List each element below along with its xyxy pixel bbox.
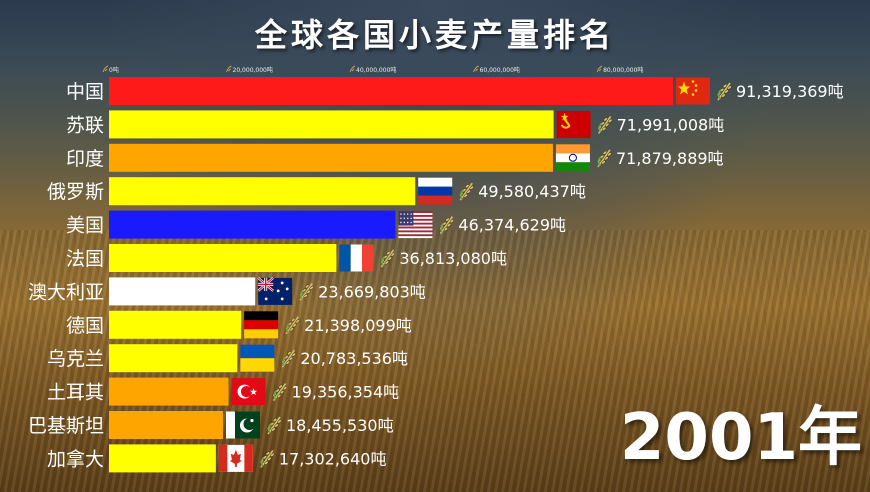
wheat-icon (285, 316, 300, 335)
value-label: 71,879,889吨 (616, 149, 724, 168)
x-tick-label: 60,000,000吨 (480, 66, 520, 74)
wheat-icon (266, 416, 282, 435)
x-tick: 40,000,000吨 (349, 65, 396, 74)
wheat-icon (716, 82, 732, 101)
bar (109, 444, 216, 473)
bar-row: 印度 71,879,889吨 (66, 143, 724, 172)
germany-flag (244, 311, 279, 339)
ussr-flag (556, 110, 591, 138)
x-tick-label: 80,000,000吨 (603, 66, 643, 74)
canada-flag (218, 444, 253, 472)
bar (109, 177, 416, 206)
wheat-icon (281, 349, 296, 368)
bar-row: 法国 36,813,080吨 (66, 244, 507, 272)
wheat-icon (459, 182, 474, 201)
bar (109, 377, 229, 406)
bar-row: 美国 46,374,629吨 (66, 210, 566, 239)
bar (109, 110, 554, 139)
bar (109, 244, 337, 272)
bar-row: 土耳其 19,356,354吨 (47, 377, 400, 406)
x-tick: 60,000,000吨 (473, 65, 520, 74)
bar-row: 澳大利亚 23,669,803吨 (28, 276, 426, 306)
bar-row: 巴基斯坦 18,455,530吨 (28, 411, 394, 439)
chart-title: 全球各国小麦产量排名 (254, 16, 615, 54)
value-label: 19,356,354吨 (292, 383, 400, 402)
australia-flag (257, 276, 293, 305)
x-tick: 80,000,000吨 (596, 65, 643, 74)
bar (109, 310, 242, 339)
category-label: 德国 (66, 315, 104, 337)
category-label: 法国 (66, 248, 104, 270)
year-label: 2001年 (619, 401, 862, 475)
bar-row: 乌克兰 20,783,536吨 (47, 344, 408, 373)
bar (109, 344, 238, 373)
bar (109, 277, 256, 306)
category-label: 加拿大 (47, 447, 104, 470)
bar-row: 苏联 71,991,008吨 (66, 110, 725, 139)
category-label: 巴基斯坦 (28, 415, 104, 437)
value-label: 91,319,369吨 (736, 82, 844, 101)
bar-row: 加拿大 17,302,640吨 (47, 444, 387, 473)
category-label: 俄罗斯 (47, 181, 104, 203)
category-label: 印度 (66, 148, 104, 170)
value-label: 71,991,008吨 (617, 115, 725, 134)
india-flag (555, 144, 590, 172)
bar (109, 411, 223, 439)
category-label: 中国 (66, 81, 104, 103)
bar-row: 德国 21,398,099吨 (66, 310, 412, 339)
category-label: 乌克兰 (47, 348, 104, 370)
wheat-icon (596, 149, 612, 168)
bar (109, 210, 396, 239)
wheat-icon (259, 449, 275, 468)
usa-flag (398, 211, 433, 239)
ukraine-flag (240, 344, 275, 372)
wheat-icon (439, 216, 455, 235)
value-label: 21,398,099吨 (304, 316, 412, 335)
wheat-icon (272, 383, 288, 402)
russia-flag (418, 177, 453, 205)
x-tick-label: 0吨 (109, 66, 119, 74)
x-tick-label: 40,000,000吨 (356, 66, 396, 74)
china-flag (676, 77, 710, 105)
x-tick: 0吨 (102, 65, 119, 74)
category-label: 土耳其 (47, 382, 104, 404)
value-label: 20,783,536吨 (300, 349, 408, 368)
bar-row: 中国 91,319,369吨 (66, 77, 844, 105)
france-flag (339, 244, 374, 272)
bar (109, 77, 673, 105)
category-label: 澳大利亚 (28, 281, 104, 303)
wheat-icon (380, 249, 395, 268)
value-label: 49,580,437吨 (478, 182, 586, 201)
wheat-icon (597, 115, 613, 134)
turkey-flag (231, 378, 266, 406)
category-label: 苏联 (66, 114, 104, 136)
value-label: 18,455,530吨 (286, 416, 394, 435)
wheat-icon (299, 282, 314, 301)
pakistan-flag (225, 411, 260, 439)
bar-row: 俄罗斯 49,580,437吨 (47, 177, 586, 206)
value-label: 17,302,640吨 (279, 449, 387, 468)
value-label: 36,813,080吨 (399, 249, 507, 268)
x-tick-label: 20,000,000吨 (233, 66, 273, 74)
x-tick: 20,000,000吨 (226, 65, 273, 74)
value-label: 46,374,629吨 (458, 216, 566, 235)
bar (109, 143, 553, 172)
category-label: 美国 (66, 215, 104, 237)
value-label: 23,669,803吨 (318, 282, 426, 301)
